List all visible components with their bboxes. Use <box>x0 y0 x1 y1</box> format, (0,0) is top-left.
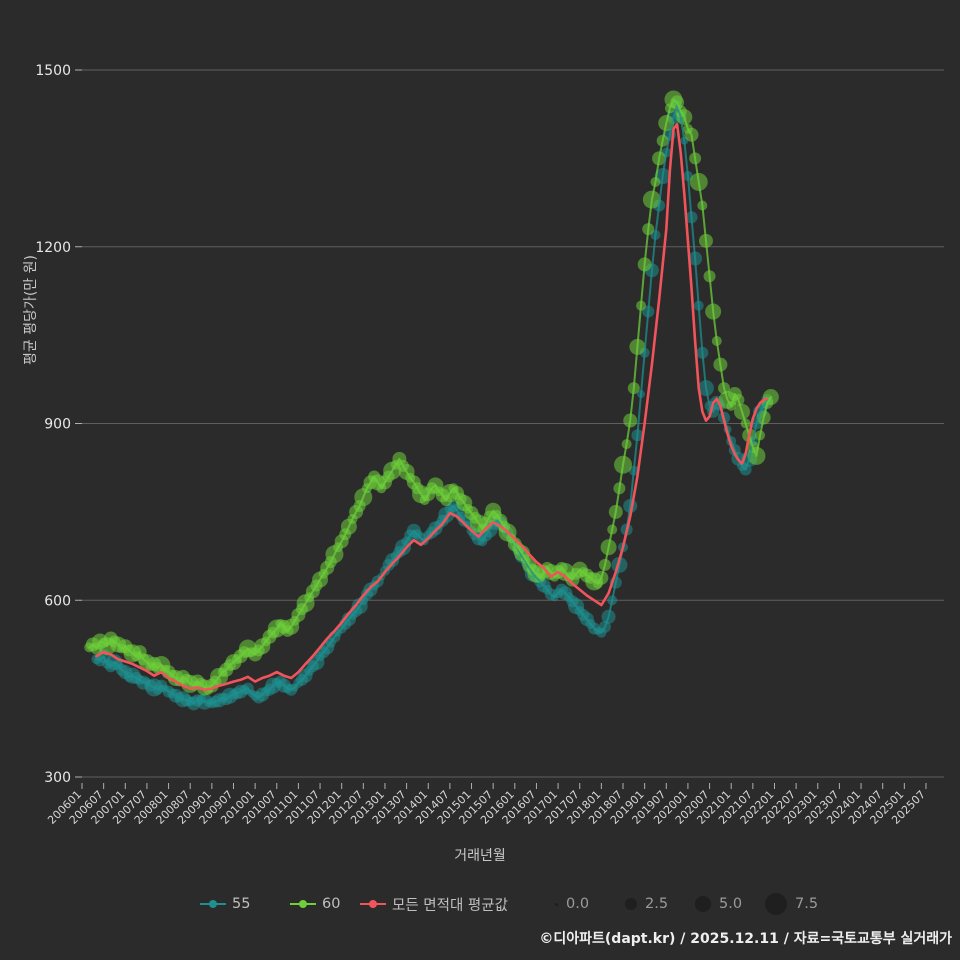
legend-size-2.5: 2.5 <box>625 888 668 920</box>
footer-credit: ©디아파트(dapt.kr) / 2025.12.11 / 자료=국토교통부 실… <box>539 931 952 947</box>
legend-size-label: 5.0 <box>719 896 743 912</box>
y-tick-label: 600 <box>44 593 71 609</box>
legend-size-dot <box>555 902 558 906</box>
legend-size-5.0: 5.0 <box>695 888 742 920</box>
legend-size-label: 7.5 <box>795 896 819 912</box>
y-axis-title: 평균 평당가(만 원) <box>23 255 39 365</box>
legend-size-dot <box>765 893 787 915</box>
series-trend-line-60 <box>88 98 772 691</box>
legend-size-0.0: 0.0 <box>555 888 589 920</box>
series-trend-line-55 <box>95 104 769 705</box>
legend-size-7.5: 7.5 <box>765 888 818 920</box>
legend-item-60[interactable]: 60 <box>290 888 340 920</box>
legend-swatch <box>360 900 386 907</box>
legend-size-label: 2.5 <box>645 896 669 912</box>
y-tick-label: 1500 <box>35 63 71 79</box>
plot-background <box>0 0 960 880</box>
y-tick-label: 300 <box>44 770 71 786</box>
legend-label: 55 <box>232 896 251 912</box>
y-tick-label: 1200 <box>35 240 71 256</box>
average-line <box>95 122 769 692</box>
legend-item-모든-면적대-평균값[interactable]: 모든 면적대 평균값 <box>360 888 508 920</box>
legend-label: 60 <box>322 896 341 912</box>
legend-size-label: 0.0 <box>566 896 590 912</box>
legend-swatch <box>200 900 226 907</box>
chart-legend: 55 60 모든 면적대 평균값 0.0 2.5 5.0 7.5 <box>0 888 960 920</box>
legend-swatch <box>290 900 316 907</box>
legend-size-dot <box>625 898 637 910</box>
legend-item-55[interactable]: 55 <box>200 888 250 920</box>
scatter-plot: 3006009001200150020060120060720070120070… <box>0 0 960 880</box>
y-tick-label: 900 <box>44 417 71 433</box>
legend-label: 모든 면적대 평균값 <box>392 897 508 914</box>
legend-size-dot <box>695 896 711 912</box>
x-axis-title: 거래년월 <box>454 848 506 864</box>
